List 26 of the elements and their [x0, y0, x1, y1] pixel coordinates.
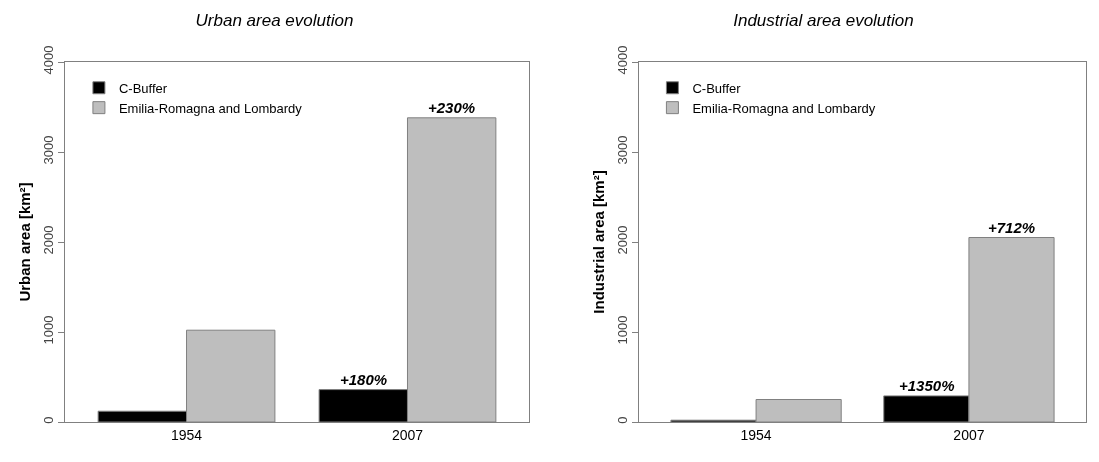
x-tick-label: 2007 — [391, 426, 424, 443]
y-tick-label: 0 — [614, 416, 630, 424]
x-tick-label: 1954 — [740, 426, 772, 443]
y-tick-label: 3000 — [40, 135, 56, 165]
y-tick-label: 0 — [40, 416, 56, 424]
legend-label: Emilia-Romagna and Lombardy — [118, 100, 303, 116]
chart-title: Industrial area evolution — [733, 10, 914, 30]
annotation: +712% — [988, 219, 1036, 236]
legend-label: C-Buffer — [692, 80, 742, 96]
annotation: +1350% — [899, 377, 955, 394]
annotation: +230% — [428, 99, 476, 116]
y-tick-label: 4000 — [614, 45, 630, 75]
y-tick-label: 3000 — [614, 135, 630, 165]
y-axis-title: Industrial area [km²] — [590, 170, 608, 314]
annotation: +180% — [340, 371, 388, 388]
legend-label: C-Buffer — [118, 80, 168, 96]
y-tick-label: 2000 — [40, 225, 56, 255]
y-tick-label: 2000 — [614, 225, 630, 255]
y-tick-label: 1000 — [40, 315, 56, 345]
x-tick-label: 2007 — [953, 426, 985, 443]
chart-title: Urban area evolution — [195, 10, 354, 30]
legend-label: Emilia-Romagna and Lombardy — [692, 100, 876, 116]
y-tick-label: 4000 — [40, 45, 56, 75]
x-tick-label: 1954 — [170, 426, 203, 443]
y-tick-label: 1000 — [614, 315, 630, 345]
y-axis-title: Urban area [km²] — [16, 182, 34, 302]
